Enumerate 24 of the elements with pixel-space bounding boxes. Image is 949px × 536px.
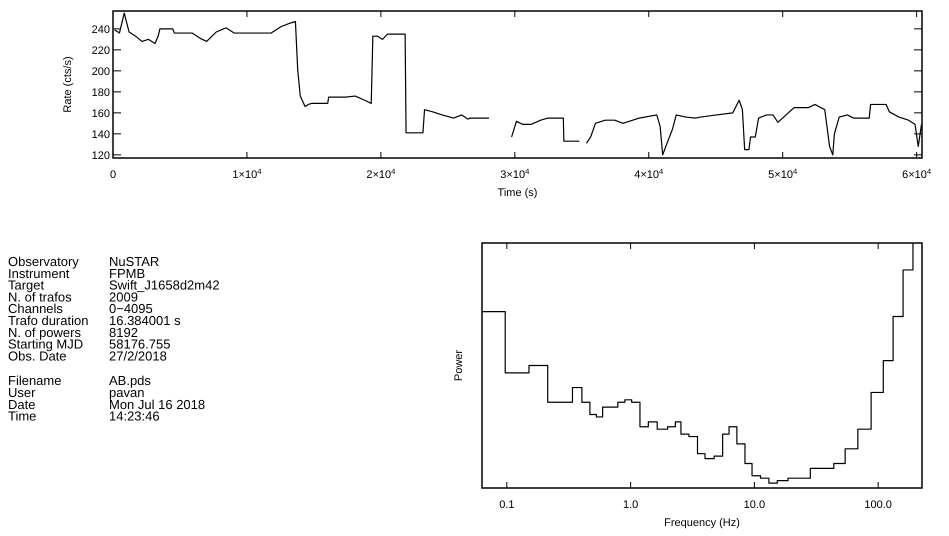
- x-tick-label: 1×10$^{4}$: [232, 166, 262, 181]
- text: 14:23:46: [109, 408, 160, 424]
- x-tick-label: 6×10$^{4}$: [902, 166, 932, 181]
- x-axis-title: Frequency (Hz): [664, 517, 740, 529]
- y-tick-label: 200: [92, 66, 110, 78]
- x-tick-label: 0: [110, 169, 116, 181]
- x-axis-title: Time (s): [498, 187, 538, 199]
- x-tick-label: 5×10$^{4}$: [768, 166, 798, 181]
- x-tick-label: 100.0: [864, 499, 892, 511]
- x-tick-label: 0.1: [499, 499, 514, 511]
- x-tick-label: 3×10$^{4}$: [500, 166, 530, 181]
- text: AB.pds: [109, 373, 152, 388]
- x-tick-label: 10.0: [744, 499, 766, 511]
- x-tick-label: 2×10$^{4}$: [366, 166, 396, 181]
- y-tick-label: 180: [92, 86, 110, 99]
- y-tick-label: 120: [92, 150, 110, 162]
- y-tick-label: 240: [92, 24, 110, 36]
- y-tick-label: 160: [92, 108, 110, 120]
- x-tick-label: 4×10$^{4}$: [634, 166, 664, 181]
- y-axis-title: Power: [453, 350, 465, 382]
- y-tick-label: 140: [92, 128, 110, 141]
- x-tick-label: 1.0: [622, 499, 638, 511]
- y-tick-label: 220: [92, 44, 110, 57]
- y-axis-title: Rate (cts/s): [62, 56, 74, 113]
